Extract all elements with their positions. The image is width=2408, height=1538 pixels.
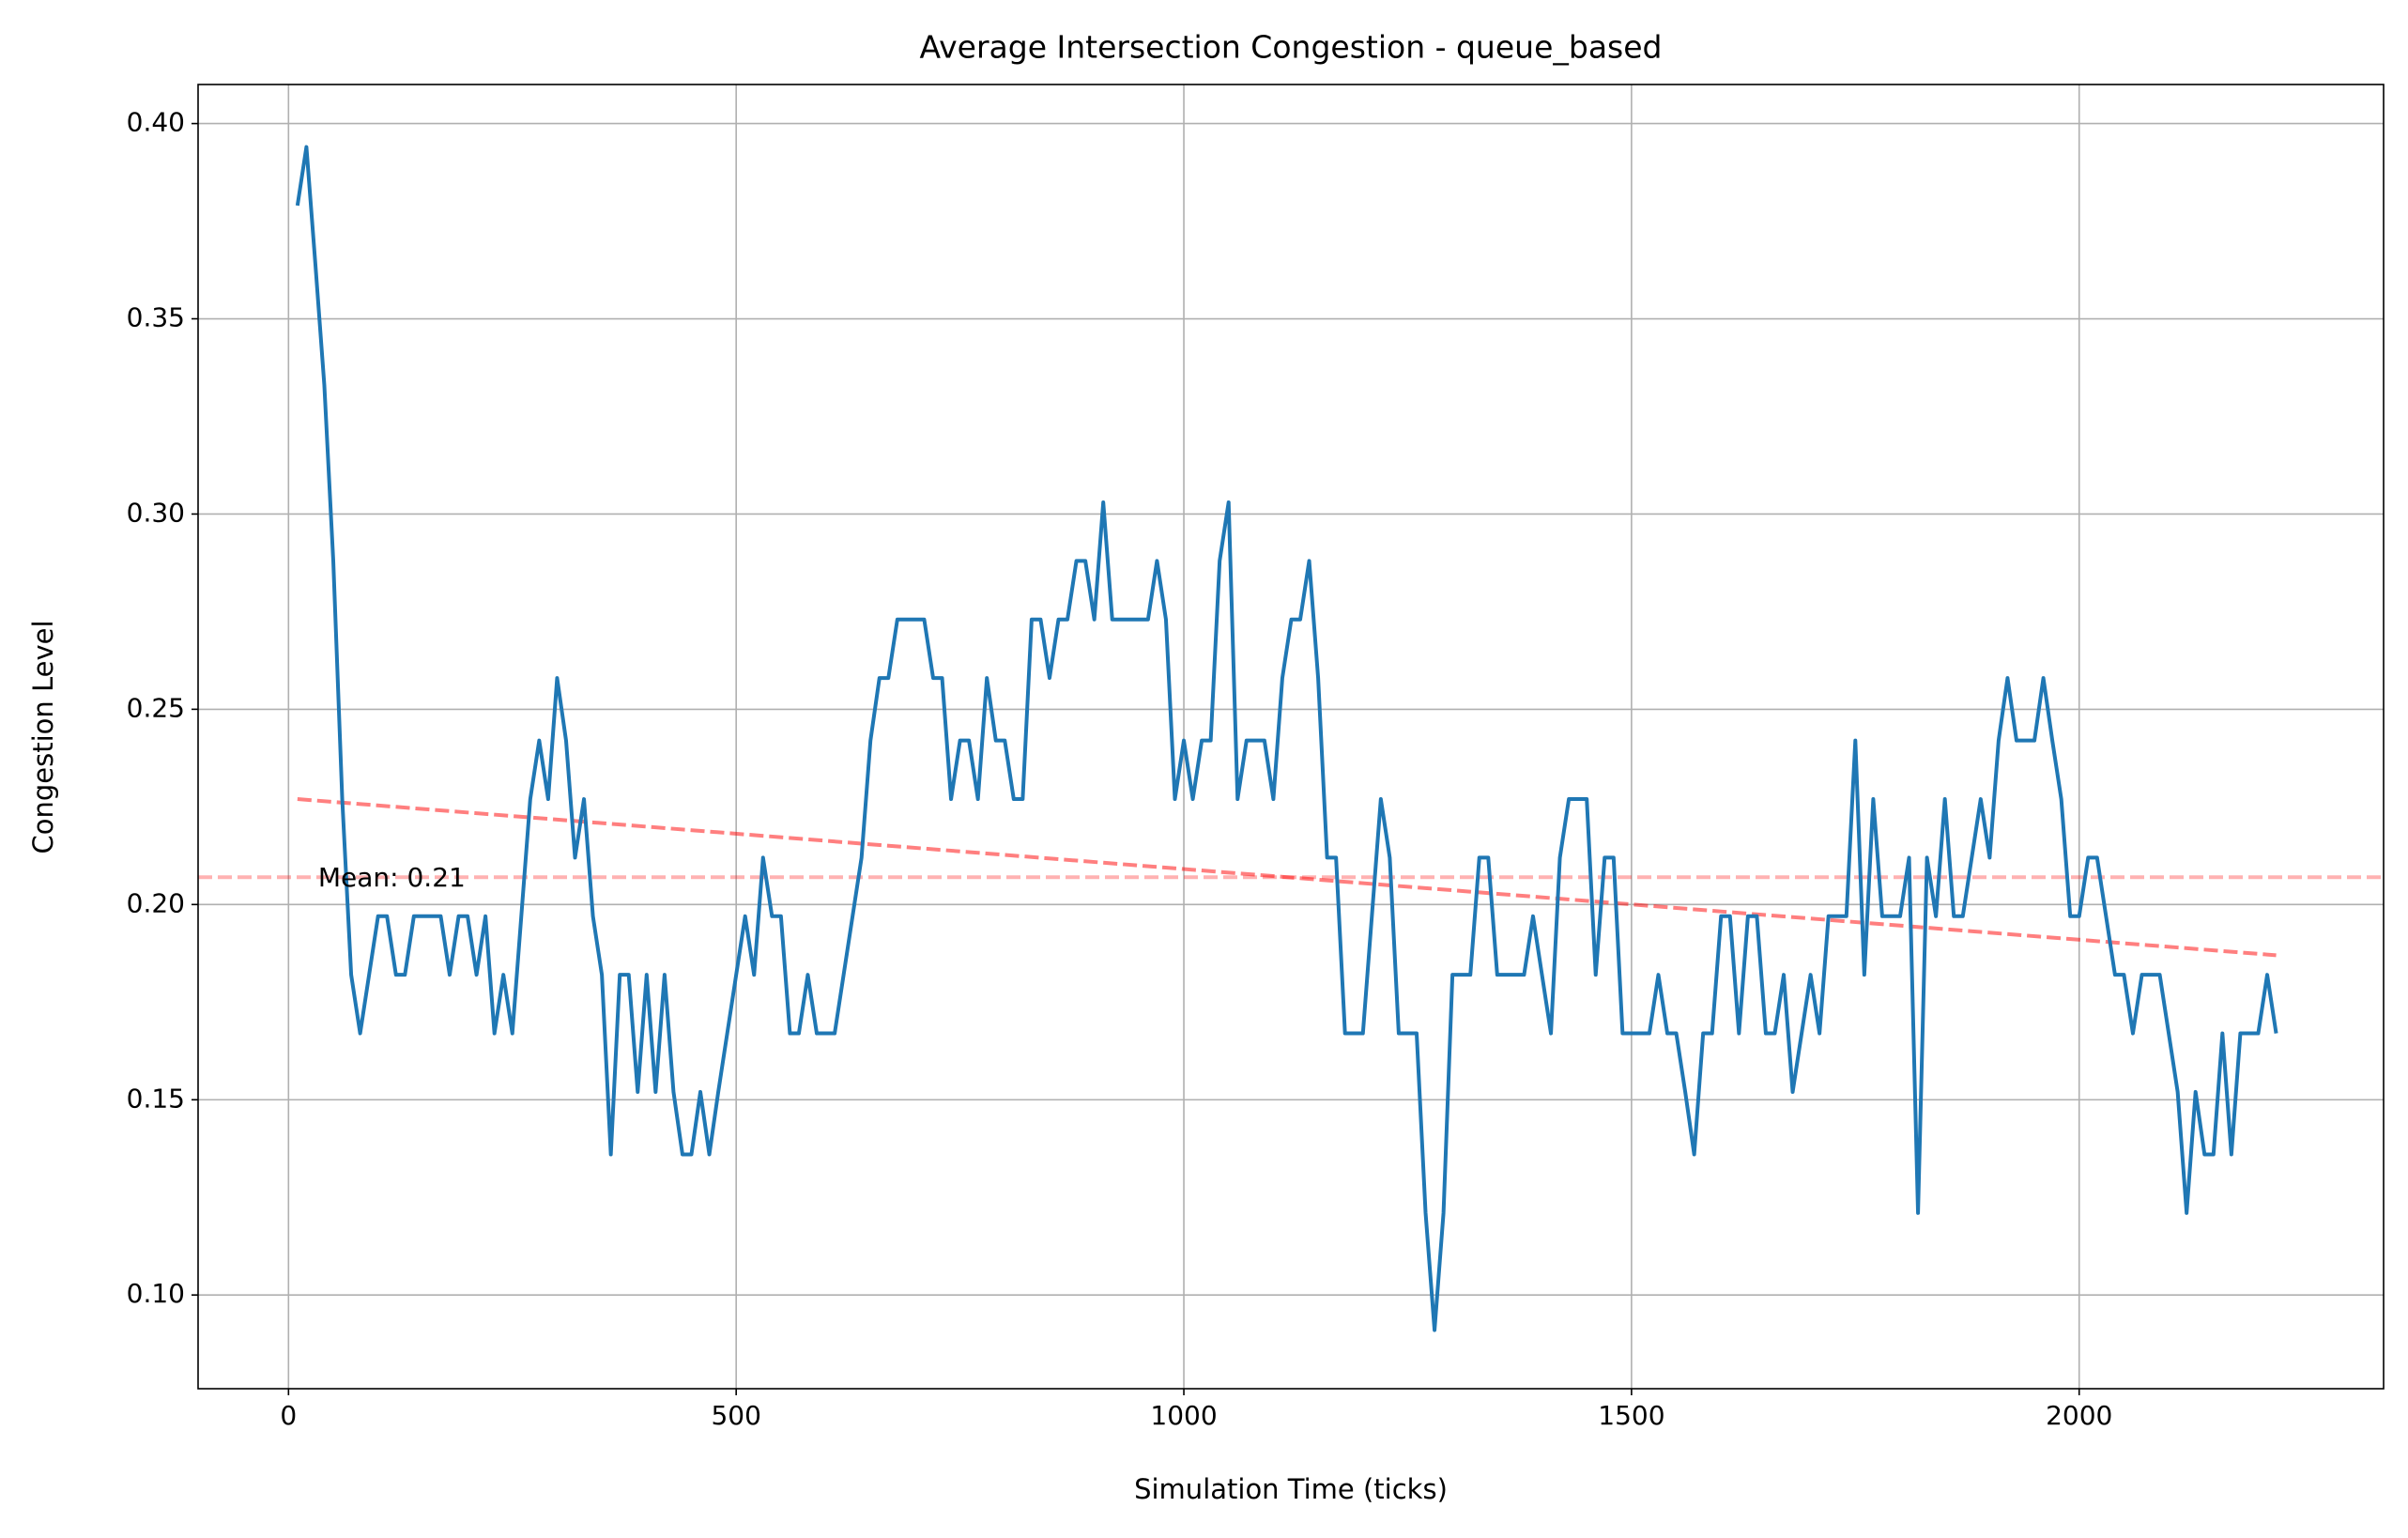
x-tick-label: 1000 xyxy=(1150,1400,1217,1431)
y-tick-label: 0.30 xyxy=(127,497,185,528)
data-line xyxy=(295,145,2278,1332)
y-tick-label: 0.40 xyxy=(127,107,185,138)
y-tick-label: 0.10 xyxy=(127,1278,185,1309)
x-tick-label: 1500 xyxy=(1598,1400,1664,1431)
y-tick-label: 0.20 xyxy=(127,887,185,918)
y-tick-label: 0.15 xyxy=(127,1083,185,1114)
y-axis-label: Congestion Level xyxy=(27,620,59,854)
x-axis-label: Simulation Time (ticks) xyxy=(1134,1473,1448,1505)
trend-line xyxy=(297,797,2277,958)
x-tick-label: 2000 xyxy=(2046,1400,2112,1431)
x-tick-label: 0 xyxy=(280,1400,297,1431)
chart-title: Average Intersection Congestion - queue_… xyxy=(920,29,1663,66)
annotation: Mean: 0.21 xyxy=(318,862,466,893)
y-tick-label: 0.25 xyxy=(127,692,185,723)
x-tick-label: 500 xyxy=(711,1400,760,1431)
plot-frame xyxy=(197,84,2385,1390)
y-tick-label: 0.35 xyxy=(127,302,185,333)
